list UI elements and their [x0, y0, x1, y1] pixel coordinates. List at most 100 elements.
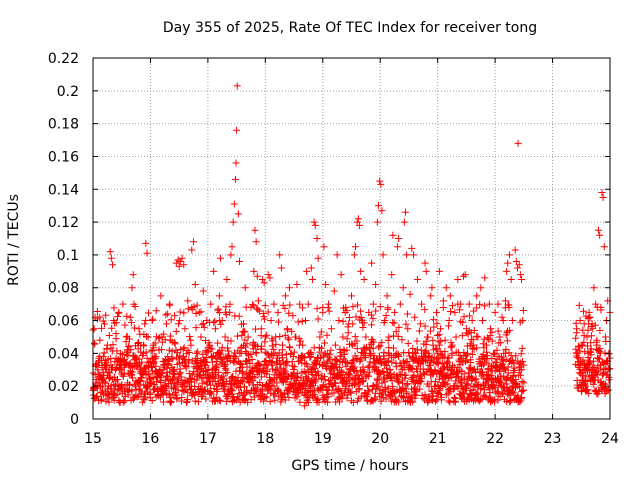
data-point: [299, 341, 307, 349]
data-point: [585, 389, 593, 397]
data-point: [365, 387, 373, 395]
data-point: [518, 388, 526, 396]
data-point: [411, 313, 419, 321]
data-point: [285, 309, 293, 317]
data-point: [203, 348, 211, 356]
data-point: [212, 393, 220, 401]
data-point: [514, 139, 522, 147]
data-point: [292, 376, 300, 384]
data-point: [420, 369, 428, 377]
data-point: [112, 330, 120, 338]
data-point: [583, 333, 591, 341]
data-point: [493, 346, 501, 354]
data-point: [455, 372, 463, 380]
data-point: [329, 370, 337, 378]
data-point: [189, 371, 197, 379]
data-point: [213, 382, 221, 390]
data-point: [220, 362, 228, 370]
data-point: [237, 349, 245, 357]
x-tick-label: 21: [429, 431, 447, 447]
data-point: [335, 317, 343, 325]
data-point: [167, 316, 175, 324]
data-point: [516, 371, 524, 379]
data-point: [519, 386, 527, 394]
data-point: [349, 303, 357, 311]
data-point: [448, 302, 456, 310]
data-point: [107, 344, 115, 352]
data-point: [339, 317, 347, 325]
data-point: [229, 218, 237, 226]
data-point: [160, 330, 168, 338]
data-point: [276, 251, 284, 259]
data-point: [295, 358, 303, 366]
data-point: [483, 352, 491, 360]
data-point: [403, 380, 411, 388]
data-point: [488, 328, 496, 336]
data-point: [185, 356, 193, 364]
data-point: [493, 388, 501, 396]
data-point: [159, 366, 167, 374]
data-point: [227, 251, 235, 259]
data-point: [435, 341, 443, 349]
data-point: [518, 366, 526, 374]
data-point: [345, 314, 353, 322]
data-point: [316, 348, 324, 356]
data-point: [240, 320, 248, 328]
data-point: [475, 358, 483, 366]
data-point: [194, 348, 202, 356]
data-point: [462, 325, 470, 333]
data-point: [376, 177, 384, 185]
data-point: [325, 386, 333, 394]
data-point: [368, 259, 376, 267]
data-point: [351, 333, 359, 341]
data-point: [471, 376, 479, 384]
data-point: [206, 341, 214, 349]
data-point: [140, 342, 148, 350]
data-point: [184, 305, 192, 313]
data-point: [217, 320, 225, 328]
data-point: [595, 226, 603, 234]
data-point: [269, 345, 277, 353]
data-point: [273, 379, 281, 387]
data-point: [240, 383, 248, 391]
data-point: [238, 369, 246, 377]
data-point: [388, 382, 396, 390]
data-point: [109, 261, 117, 269]
data-point: [215, 368, 223, 376]
data-point: [163, 364, 171, 372]
data-point: [435, 375, 443, 383]
data-point: [458, 332, 466, 340]
data-point: [253, 272, 261, 280]
data-point: [459, 318, 467, 326]
data-point: [496, 368, 504, 376]
data-point: [104, 395, 112, 403]
data-point: [304, 349, 312, 357]
data-point: [588, 374, 596, 382]
data-point: [477, 284, 485, 292]
data-point: [102, 366, 110, 374]
data-point: [460, 313, 468, 321]
data-point: [448, 341, 456, 349]
data-point: [478, 317, 486, 325]
data-point: [596, 326, 604, 334]
data-point: [375, 343, 383, 351]
data-point: [439, 363, 447, 371]
data-point: [228, 387, 236, 395]
data-point: [266, 398, 274, 406]
data-point: [576, 317, 584, 325]
data-point: [349, 398, 357, 406]
data-point: [157, 292, 165, 300]
data-point: [327, 325, 335, 333]
data-point: [427, 292, 435, 300]
data-point: [235, 312, 243, 320]
data-point: [245, 379, 253, 387]
data-point: [588, 320, 596, 328]
y-tick-label: 0.06: [48, 314, 79, 330]
data-point: [584, 349, 592, 357]
data-point: [152, 307, 160, 315]
data-point: [316, 333, 324, 341]
data-point: [255, 307, 263, 315]
data-point: [432, 345, 440, 353]
data-point: [325, 307, 333, 315]
data-point: [352, 313, 360, 321]
